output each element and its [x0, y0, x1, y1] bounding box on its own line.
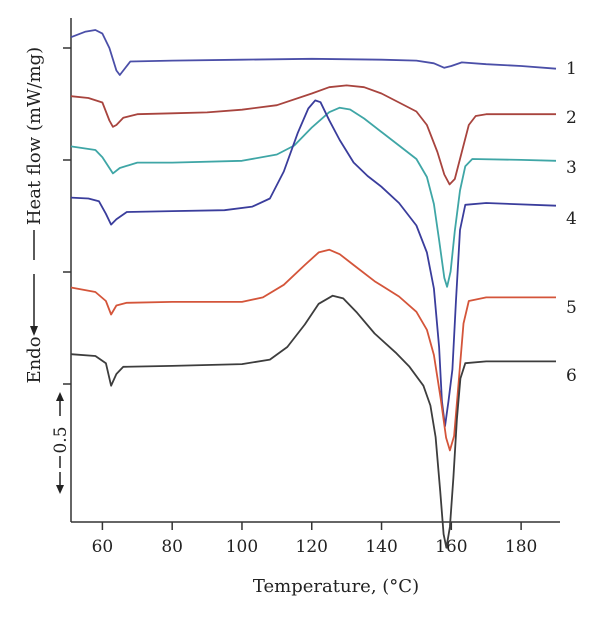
series-label-3: 3 [566, 158, 577, 178]
series-line-6 [70, 294, 556, 549]
series-label-2: 2 [566, 108, 577, 128]
scale-bar-upper-head [56, 392, 64, 401]
y-direction-label: Endo [24, 336, 45, 383]
axes [63, 18, 560, 523]
series-line-1 [70, 29, 557, 76]
y-axis-title: Heat flow (mW/mg) [24, 47, 45, 225]
series-line-4 [70, 99, 557, 428]
scale-bar-lower-head [56, 485, 64, 494]
series-label-6: 6 [566, 366, 577, 386]
x-tick-label: 140 [365, 537, 397, 557]
x-axis-title: Temperature, (°C) [253, 576, 419, 597]
x-tick-label: 80 [161, 537, 183, 557]
y-axis-title-group: Endo Heat flow (mW/mg) [24, 47, 45, 384]
x-tick-label: 180 [505, 537, 537, 557]
curves [70, 29, 557, 549]
series-line-3 [70, 106, 557, 288]
curve-labels: 1 2 3 4 5 6 [566, 59, 577, 386]
y-arrow-head [30, 326, 38, 336]
x-tick-label: 160 [435, 537, 467, 557]
series-line-5 [70, 248, 556, 452]
series-line-2 [70, 84, 556, 186]
series-label-5: 5 [566, 298, 577, 318]
scale-bar-label: 0.5 [51, 426, 71, 453]
x-tick-label: 60 [92, 537, 114, 557]
x-ticks: 60 80 100 120 140 160 180 [92, 522, 537, 557]
series-label-1: 1 [566, 59, 577, 79]
series-label-4: 4 [566, 209, 577, 229]
x-tick-label: 120 [296, 537, 328, 557]
scale-bar: 0.5 [51, 392, 71, 494]
x-tick-label: 100 [226, 537, 258, 557]
